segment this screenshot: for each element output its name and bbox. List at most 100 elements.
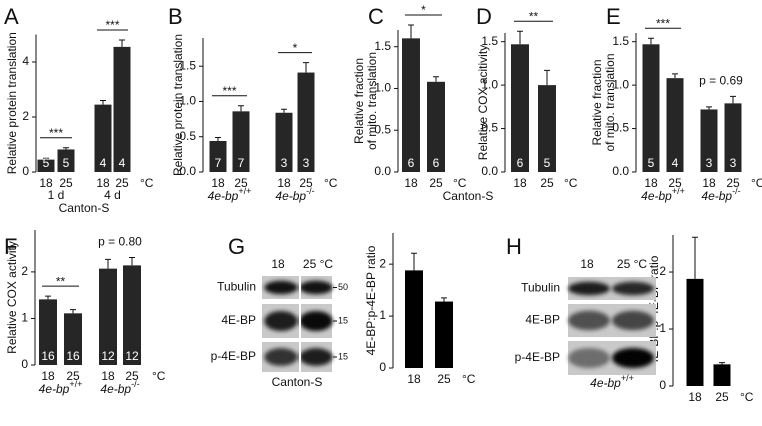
bar [99, 268, 117, 365]
error-bar [648, 37, 654, 45]
blot-lane-label: 18 [271, 257, 285, 271]
blot-band [264, 280, 298, 295]
y-tick-label: 4 [22, 54, 29, 68]
marker-label: 50 [338, 282, 348, 292]
error-bar [544, 69, 550, 86]
unit-label: °C [140, 176, 154, 190]
blot-band [299, 280, 333, 295]
bar [713, 364, 731, 386]
blot-lane-label: 25 °C [303, 257, 333, 271]
error-bar [706, 106, 712, 110]
n-label: 6 [408, 156, 415, 170]
blot-row-label: Tubulin [217, 280, 256, 294]
y-axis-label: Relative protein translation [171, 34, 185, 176]
unit-label: °C [740, 390, 754, 404]
y-axis-label: of mito. translation [365, 52, 379, 150]
p-value-label: p = 0.69 [699, 74, 743, 88]
n-label: 5 [648, 156, 655, 170]
blot-lane-label: 18 [580, 257, 594, 271]
x-tick-label: 25 [668, 176, 682, 190]
genotype-superscript: +/+ [672, 186, 685, 196]
n-label: 6 [433, 156, 440, 170]
significance-label: ** [56, 274, 66, 288]
bar [297, 72, 315, 172]
x-tick-label: 25 [715, 390, 729, 404]
bar [37, 159, 55, 172]
genotype-superscript: +/+ [621, 373, 634, 383]
blot-band [264, 348, 298, 366]
y-tick-label: 1.0 [612, 77, 629, 91]
unit-label: °C [751, 176, 762, 190]
bar [427, 81, 445, 172]
bar [435, 301, 453, 368]
bar [57, 149, 75, 172]
x-tick-label: 18 [277, 176, 291, 190]
panel-letter: B [168, 4, 183, 29]
blot-band [568, 281, 610, 296]
error-bar [672, 73, 678, 79]
n-label: 5 [43, 156, 50, 170]
x-tick-label: 25 [429, 176, 443, 190]
blot-band [612, 348, 654, 368]
y-axis-label: Relative COX activity [5, 241, 19, 354]
error-bar [70, 309, 76, 314]
genotype-superscript: -/- [732, 186, 741, 196]
bar [686, 278, 704, 386]
group-label: 4 d [104, 188, 121, 202]
x-tick-label: 25 [59, 176, 73, 190]
marker-label: 15 [338, 351, 348, 361]
error-bar [45, 295, 51, 300]
blot-row-label: 4E-BP [525, 313, 560, 327]
error-bar [517, 30, 523, 45]
panel-letter: H [506, 234, 522, 259]
bar [538, 85, 556, 172]
bar [700, 109, 718, 172]
unit-label: °C [453, 176, 467, 190]
footer-label: Canton-S [59, 201, 110, 215]
y-tick-label: 2 [21, 264, 28, 278]
blot-row-label: p-4E-BP [515, 350, 560, 364]
n-label: 16 [66, 349, 80, 363]
error-bar [441, 297, 447, 302]
blot-band [299, 311, 333, 331]
genotype-name: 4e-bp [208, 189, 239, 203]
y-axis-label: of mito. translation [603, 53, 617, 151]
y-tick-label: 0 [22, 164, 29, 178]
x-tick-label: 18 [41, 369, 55, 383]
y-axis-label: 4E-BP:p-4E-BP ratio [364, 245, 378, 355]
bar [232, 111, 250, 172]
blot-row-label: Tubulin [521, 281, 560, 295]
x-tick-label: 25 [125, 369, 139, 383]
group-label: 1 d [48, 188, 65, 202]
significance-label: ** [529, 9, 539, 23]
bar [113, 46, 131, 172]
bar [402, 38, 420, 173]
error-bar [119, 39, 125, 47]
bar [39, 299, 57, 365]
y-axis-label: Relative fraction [352, 58, 366, 144]
blot-band [568, 348, 610, 368]
panel-letter: E [606, 4, 621, 29]
significance-label: * [293, 41, 298, 55]
x-tick-label: 25 [299, 176, 313, 190]
genotype-label: 4e-bp+/+ [590, 373, 634, 390]
y-tick-label: 0 [21, 357, 28, 371]
y-tick-label: 0 [379, 360, 386, 374]
n-label: 12 [125, 349, 139, 363]
x-tick-label: 18 [407, 372, 421, 386]
error-bar [215, 136, 221, 141]
genotype-name: 4e-bp [701, 189, 732, 203]
p-value-label: p = 0.80 [98, 235, 142, 249]
error-bar [238, 105, 244, 112]
n-label: 16 [41, 349, 55, 363]
blot-row-label: 4E-BP [221, 313, 256, 327]
error-bar [730, 95, 736, 104]
y-tick-label: 0.0 [179, 164, 196, 178]
x-tick-label: 25 [540, 176, 554, 190]
bar [642, 44, 660, 173]
y-tick-label: 0.5 [179, 129, 196, 143]
error-bar [100, 100, 106, 105]
genotype-label: 4e-bp-/- [100, 379, 139, 396]
y-tick-label: 1.0 [481, 77, 498, 91]
panel-letter: C [368, 4, 384, 29]
